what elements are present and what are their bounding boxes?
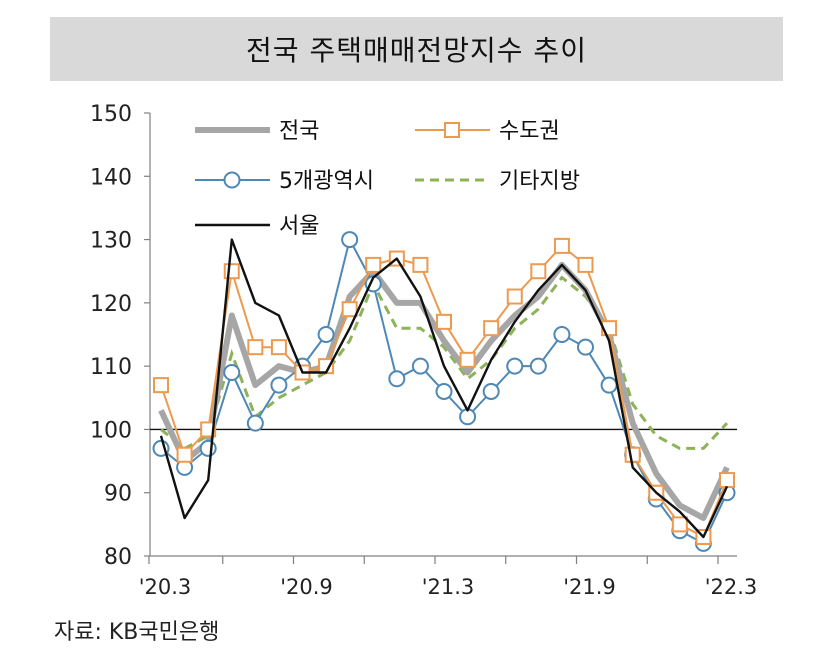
data-point-5개광역시 xyxy=(600,376,618,394)
data-point-수도권 xyxy=(436,313,452,330)
data-point-5개광역시 xyxy=(435,382,453,400)
data-point-수도권 xyxy=(270,339,287,356)
chart-series xyxy=(152,231,736,552)
legend-label-전국: 전국 xyxy=(279,119,319,144)
data-point-수도권 xyxy=(153,377,169,394)
legend-item-수도권: 수도권 xyxy=(415,119,560,144)
legend-label-5개광역시: 5개광역시 xyxy=(279,169,374,194)
data-point-수도권 xyxy=(530,263,547,280)
series-서울 xyxy=(159,238,729,539)
y-tick-label: 100 xyxy=(90,418,132,443)
y-tick-label: 80 xyxy=(104,545,132,570)
y-tick-label: 110 xyxy=(90,355,132,380)
y-tick-label: 120 xyxy=(90,292,132,317)
data-point-수도권 xyxy=(247,339,264,356)
chart-title: 전국 주택매매전망지수 추이 xyxy=(246,34,587,67)
y-tick-label: 90 xyxy=(104,482,132,507)
chart-axes: 150 140 130 120 110 100 90 80 '20.3 '20.9 '21.3 '21… xyxy=(90,102,757,599)
data-point-5개광역시 xyxy=(553,326,571,343)
x-tick-label: '21.3 xyxy=(422,575,475,599)
data-point-5개광역시 xyxy=(199,439,217,457)
data-point-5개광역시 xyxy=(270,376,288,394)
y-tick-label: 130 xyxy=(90,229,132,254)
data-point-5개광역시 xyxy=(506,357,524,375)
x-tick-label: '22.3 xyxy=(705,575,758,599)
data-point-수도권 xyxy=(577,256,594,273)
data-point-5개광역시 xyxy=(411,357,429,375)
series-line-서울 xyxy=(159,238,729,539)
data-point-5개광역시 xyxy=(577,338,594,356)
data-point-수도권 xyxy=(412,256,429,273)
source-note: 자료: KB국민은행 xyxy=(54,620,220,645)
data-point-5개광역시 xyxy=(246,414,264,432)
x-tick-label: '20.3 xyxy=(139,575,192,599)
legend-label-기타지방: 기타지방 xyxy=(499,169,580,194)
data-point-수도권 xyxy=(719,472,735,489)
legend-item-5개광역시: 5개광역시 xyxy=(195,169,374,194)
legend-marker-수도권 xyxy=(444,122,460,138)
series-전국 xyxy=(158,261,730,521)
data-point-수도권 xyxy=(506,288,523,305)
series-line-전국 xyxy=(158,261,730,521)
legend-label-수도권: 수도권 xyxy=(499,119,560,144)
x-tick-label: '20.9 xyxy=(280,575,333,599)
legend-item-전국: 전국 xyxy=(195,119,319,144)
x-tick-label: '21.9 xyxy=(563,575,616,599)
data-point-수도권 xyxy=(553,237,570,254)
data-point-수도권 xyxy=(365,256,382,273)
legend-item-기타지방: 기타지방 xyxy=(415,169,580,194)
legend-label-서울: 서울 xyxy=(279,214,319,239)
data-point-5개광역시 xyxy=(341,231,359,249)
data-point-수도권 xyxy=(671,516,688,533)
data-point-5개광역시 xyxy=(482,382,500,400)
data-point-5개광역시 xyxy=(529,357,547,375)
chart-title-bar: 전국 주택매매전망지수 추이 xyxy=(50,17,783,81)
legend-item-서울: 서울 xyxy=(195,214,319,239)
data-point-수도권 xyxy=(341,301,358,318)
y-tick-label: 140 xyxy=(90,165,132,190)
legend-marker-5개광역시 xyxy=(223,171,241,189)
y-tick-label: 150 xyxy=(90,102,132,127)
data-point-수도권 xyxy=(624,446,641,463)
data-point-수도권 xyxy=(223,263,240,280)
series-5개광역시 xyxy=(152,231,736,552)
data-point-수도권 xyxy=(483,320,500,337)
data-point-수도권 xyxy=(459,351,476,368)
data-point-수도권 xyxy=(176,446,193,463)
data-point-5개광역시 xyxy=(223,363,241,381)
data-point-5개광역시 xyxy=(388,370,406,388)
data-point-5개광역시 xyxy=(317,326,335,343)
